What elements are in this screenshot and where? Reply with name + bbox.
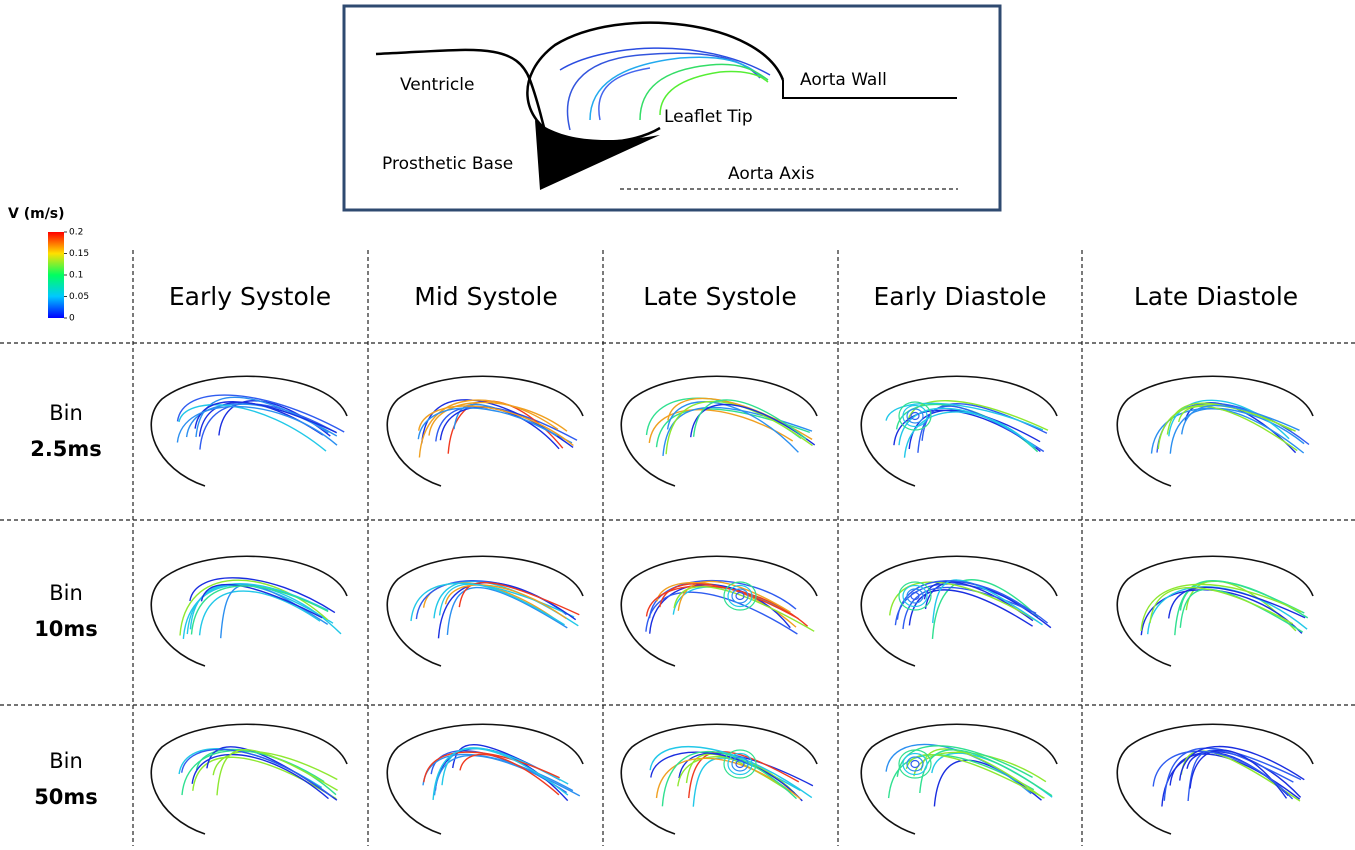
flow-panel <box>861 724 1057 834</box>
row-bin: 2.5ms <box>30 437 102 461</box>
row-label: Bin <box>49 581 83 605</box>
column-header: Late Diastole <box>1134 282 1298 311</box>
flow-panel <box>151 724 347 834</box>
colorbar-title: V (m/s) <box>8 206 65 222</box>
flow-panel <box>621 724 817 834</box>
colorbar-tick-label: 0.1 <box>69 271 83 281</box>
flow-panel <box>387 724 583 834</box>
streamline <box>434 581 578 625</box>
flow-panel <box>621 556 817 666</box>
leaflet-outline <box>387 724 583 834</box>
streamline <box>663 407 812 455</box>
column-header: Late Systole <box>643 282 797 311</box>
colorbar-tick-label: 0 <box>69 314 75 324</box>
colorbar-tick-label: 0.15 <box>69 249 89 259</box>
row-bin: 50ms <box>34 785 98 809</box>
streamline <box>460 754 559 794</box>
row-label: Bin <box>49 749 83 773</box>
flow-panel <box>621 376 817 486</box>
colorbar <box>48 232 64 318</box>
leaflet-outline <box>621 724 817 834</box>
streamline <box>646 592 798 634</box>
vortex <box>911 761 919 768</box>
row-bin: 10ms <box>34 617 98 641</box>
flow-panel <box>1117 724 1313 834</box>
flow-panel <box>1117 376 1313 486</box>
streamline <box>650 585 791 634</box>
streamline <box>1188 750 1293 801</box>
schematic-label: Ventricle <box>400 75 474 95</box>
prosthetic-base <box>535 120 660 190</box>
colorbar-ticks: 0.2 0.15 0.1 0.05 0 <box>64 228 89 324</box>
streamline <box>1141 590 1302 635</box>
flow-panel <box>861 556 1057 666</box>
panel-grid: Early Systole Mid Systole Late Systole Earl… <box>0 250 1355 846</box>
flow-panel <box>387 556 583 666</box>
leaflet-outline <box>1117 724 1313 834</box>
flow-panel <box>861 376 1057 486</box>
flow-panel <box>1117 556 1313 666</box>
colorbar-tick-label: 0.2 <box>69 228 83 238</box>
streamline <box>454 404 572 443</box>
streamline <box>182 751 336 795</box>
streamline <box>1164 748 1301 801</box>
schematic: Ventricle Aorta Wall Leaflet Tip Prosthe… <box>344 6 1000 210</box>
colorbar-tick-label: 0.05 <box>69 292 89 302</box>
streamline <box>693 758 800 807</box>
row-label: Bin <box>49 401 83 425</box>
schematic-label: Leaflet Tip <box>664 107 753 127</box>
schematic-label: Aorta Wall <box>800 70 887 90</box>
streamline <box>200 591 320 635</box>
column-header: Mid Systole <box>414 282 557 311</box>
column-header: Early Systole <box>169 282 331 311</box>
flow-panel <box>151 556 347 666</box>
schematic-label: Prosthetic Base <box>382 154 513 174</box>
leaflet-outline <box>861 376 1057 486</box>
streamline <box>1190 750 1286 798</box>
figure: Ventricle Aorta Wall Leaflet Tip Prosthe… <box>0 0 1355 846</box>
flow-panel <box>151 376 347 486</box>
streamline <box>922 406 1044 451</box>
streamline <box>213 751 337 779</box>
leaflet-outline <box>861 724 1057 834</box>
column-header: Early Diastole <box>873 282 1046 311</box>
streamline <box>192 755 328 799</box>
leaflet-outline <box>621 376 817 486</box>
streamline <box>1153 751 1292 799</box>
schematic-label: Aorta Axis <box>728 164 815 184</box>
streamline <box>221 585 328 638</box>
leaflet-outline <box>1117 376 1313 486</box>
flow-panel <box>387 376 583 486</box>
streamline <box>668 398 812 439</box>
